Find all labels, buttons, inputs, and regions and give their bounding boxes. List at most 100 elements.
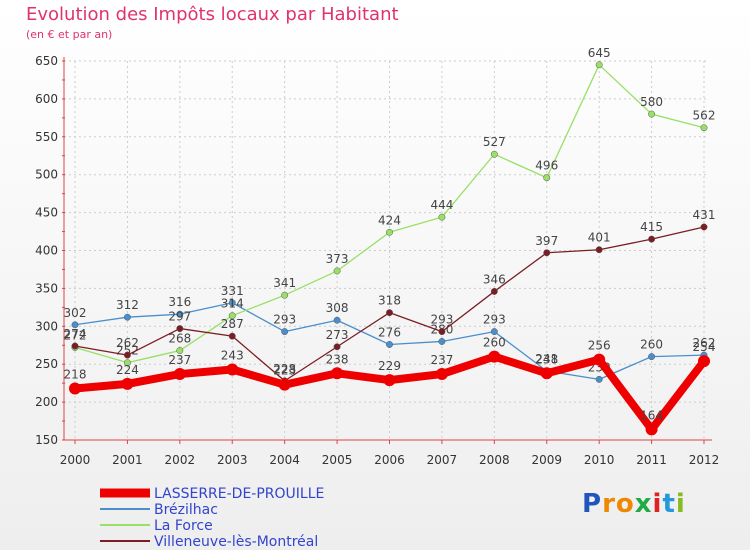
data-label: 312 (116, 298, 139, 312)
data-point (490, 287, 498, 295)
logo-letter: i (652, 489, 663, 519)
data-label: 262 (693, 336, 716, 350)
data-point (438, 213, 446, 221)
y-tick-label: 400 (35, 244, 58, 258)
data-point (281, 291, 289, 299)
data-point (228, 312, 236, 320)
data-point (121, 377, 134, 390)
x-tick-label: 2005 (322, 453, 353, 467)
data-label: 341 (273, 276, 296, 290)
data-label: 238 (326, 352, 349, 366)
legend-label: LASSERRE-DE-PROUILLE (154, 486, 324, 502)
legend-label: Brézilhac (154, 502, 218, 518)
data-label: 223 (273, 364, 296, 378)
data-point (71, 342, 79, 350)
data-point (333, 343, 341, 351)
data-label: 431 (693, 208, 716, 222)
data-point (176, 310, 184, 318)
x-tick-label: 2008 (479, 453, 510, 467)
proxiti-logo: Proxiti (582, 489, 686, 519)
data-label: 237 (430, 353, 453, 367)
data-label: 243 (221, 349, 244, 363)
logo-letter: r (602, 489, 616, 519)
data-point (123, 313, 131, 321)
x-tick-label: 2009 (531, 453, 562, 467)
logo-letter: P (582, 489, 603, 519)
data-label: 316 (168, 295, 191, 309)
x-tick-label: 2006 (374, 453, 405, 467)
data-label: 260 (483, 336, 506, 350)
data-label: 224 (116, 363, 139, 377)
data-label: 496 (535, 159, 558, 173)
data-label: 331 (221, 284, 244, 298)
data-label: 645 (588, 46, 611, 60)
data-label: 424 (378, 213, 401, 227)
y-tick-label: 300 (35, 319, 58, 333)
logo-letter: x (634, 489, 653, 519)
data-label: 256 (588, 339, 611, 353)
data-label: 218 (64, 367, 87, 381)
chart-title: Evolution des Impôts locaux par Habitant (26, 4, 399, 25)
data-point (173, 368, 186, 381)
data-label: 293 (273, 313, 296, 327)
data-point (435, 368, 448, 381)
data-label: 373 (326, 252, 349, 266)
y-tick-label: 250 (35, 357, 58, 371)
x-tick-label: 2012 (689, 453, 720, 467)
data-point (648, 110, 656, 118)
data-point (540, 367, 553, 380)
data-point (645, 423, 658, 436)
y-tick-label: 500 (35, 168, 58, 182)
x-tick-label: 2011 (636, 453, 667, 467)
y-tick-label: 450 (35, 206, 58, 220)
series-lasserre-de-prouille: 218 224 237 243 223 238 229 237 260 238 256 164 254 (64, 336, 715, 436)
logo-letter: t (662, 489, 676, 519)
data-point (595, 61, 603, 69)
x-tick-label: 2010 (584, 453, 615, 467)
data-label: 302 (64, 306, 87, 320)
data-label: 580 (640, 95, 663, 109)
data-label: 401 (588, 231, 611, 245)
data-point (648, 235, 656, 243)
y-tick-label: 600 (35, 92, 58, 106)
data-point (595, 375, 603, 383)
data-label: 415 (640, 220, 663, 234)
data-point (543, 174, 551, 182)
logo-letter: i (675, 489, 686, 519)
data-point (123, 359, 131, 367)
data-label: 527 (483, 135, 506, 149)
data-label: 308 (326, 301, 349, 315)
y-tick-label: 650 (35, 54, 58, 68)
data-label: 314 (221, 297, 244, 311)
data-point (228, 332, 236, 340)
data-point (386, 309, 393, 317)
data-label: 318 (378, 294, 401, 308)
data-point (700, 124, 708, 132)
data-point (71, 321, 79, 329)
data-label: 241 (535, 352, 558, 366)
data-label: 444 (430, 198, 453, 212)
data-label: 562 (693, 109, 716, 123)
x-tick-label: 2007 (427, 453, 458, 467)
data-label: 237 (168, 353, 191, 367)
x-tick-label: 2004 (269, 453, 300, 467)
chart-subtitle: (en € et par an) (26, 28, 113, 41)
legend-label: Villeneuve-lès-Montréal (154, 534, 318, 550)
data-label: 228 (273, 362, 296, 376)
legend-label: La Force (154, 518, 213, 534)
x-tick-label: 2003 (217, 453, 248, 467)
data-point (386, 341, 393, 348)
data-point (595, 246, 603, 254)
series-villeneuve-l-s-montr-al: 274 262 297 287 228 273 318 293 346 397 401 415 431 (64, 208, 716, 385)
data-label: 397 (535, 234, 558, 248)
data-point (123, 351, 131, 359)
data-point (700, 223, 708, 231)
data-point (648, 353, 656, 361)
data-point (543, 249, 551, 257)
y-tick-label: 150 (35, 433, 58, 447)
data-label: 276 (378, 325, 401, 339)
data-label: 293 (483, 313, 506, 327)
data-point (69, 382, 81, 395)
